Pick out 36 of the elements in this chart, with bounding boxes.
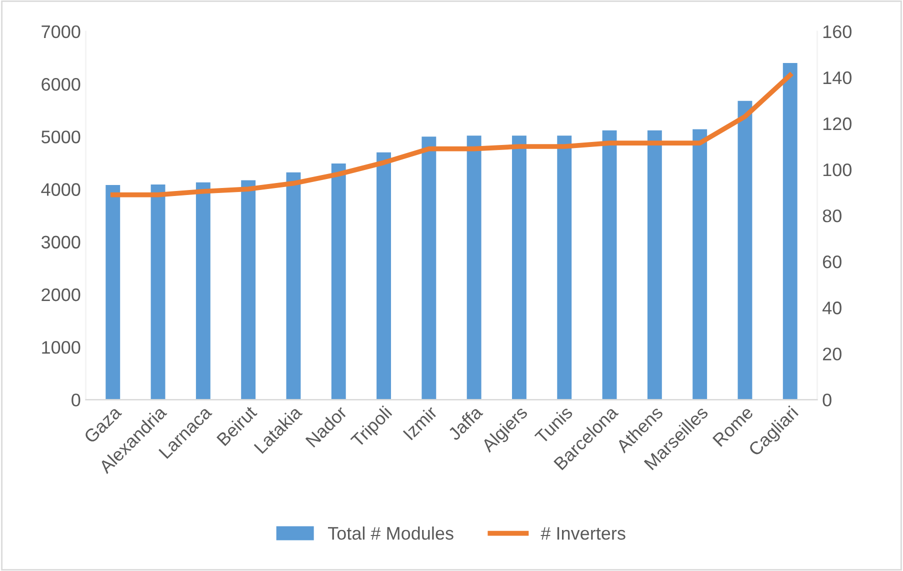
bar [196, 182, 210, 400]
bar [466, 136, 482, 400]
y2-tick-label: 60 [822, 256, 842, 268]
bar [782, 62, 798, 400]
y-tick-label: 2000 [42, 288, 80, 302]
bar [286, 172, 301, 400]
y2-tick-label: 80 [822, 209, 842, 222]
bar [557, 136, 572, 400]
bar [602, 130, 617, 400]
y2-tick-label: 120 [823, 117, 852, 130]
y2-tick-label: 140 [823, 71, 852, 84]
y2-tick-label: 20 [822, 348, 842, 360]
line-series [110, 72, 793, 198]
bar [106, 185, 120, 400]
y-tick-label: 3000 [41, 236, 80, 249]
bar [647, 130, 662, 400]
bar [692, 129, 708, 400]
bar [150, 184, 166, 400]
bar [331, 163, 346, 400]
bar [512, 136, 526, 400]
y-tick-label: 7000 [42, 25, 80, 38]
y2-tick-label: 0 [822, 394, 832, 406]
y-tick-label: 4000 [41, 183, 80, 196]
y2-tick-label: 100 [823, 163, 852, 176]
y2-tick-label: 160 [823, 25, 852, 38]
y-tick-label: 0 [72, 394, 80, 406]
bar [376, 152, 391, 400]
legend-label: # Inverters [540, 527, 626, 540]
y-tick-label: 5000 [41, 130, 80, 144]
y-tick-label: 6000 [42, 78, 80, 91]
y2-tick-label: 40 [822, 302, 842, 314]
bar [241, 180, 256, 400]
bar [738, 100, 752, 400]
bar [422, 136, 436, 400]
y-tick-label: 1000 [42, 341, 80, 354]
legend-label: Total # Modules [328, 526, 454, 540]
